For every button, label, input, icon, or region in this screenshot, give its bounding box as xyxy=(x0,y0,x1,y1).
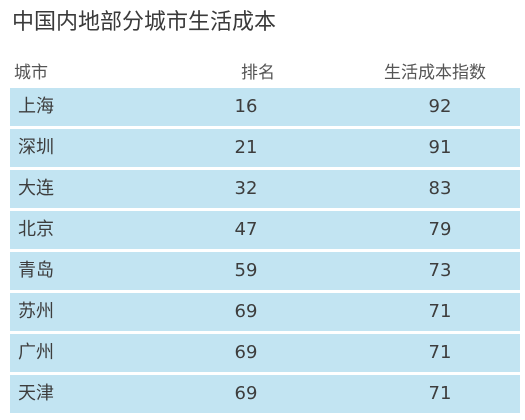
cell-rank: 69 xyxy=(234,383,258,404)
table-title: 中国内地部分城市生活成本 xyxy=(12,10,277,35)
table-row: 青岛 59 73 xyxy=(10,252,520,290)
cell-rank: 21 xyxy=(234,137,258,158)
cell-city: 北京 xyxy=(18,219,54,240)
cell-cost-index: 92 xyxy=(428,96,452,117)
cell-city: 上海 xyxy=(18,96,54,117)
cell-city: 青岛 xyxy=(18,260,54,281)
cell-city: 天津 xyxy=(18,383,54,404)
cell-cost-index: 71 xyxy=(428,301,452,322)
table-row: 深圳 21 91 xyxy=(10,129,520,167)
cell-rank: 59 xyxy=(234,260,258,281)
cell-cost-index: 79 xyxy=(428,219,452,240)
cell-rank: 69 xyxy=(234,301,258,322)
table-body: 上海 16 92 深圳 21 91 大连 32 83 北京 47 79 青岛 5… xyxy=(10,88,520,416)
table-header: 城市 排名 生活成本指数 xyxy=(10,52,520,84)
cell-rank: 32 xyxy=(234,178,258,199)
table-row: 广州 69 71 xyxy=(10,334,520,372)
column-header-rank: 排名 xyxy=(241,63,275,83)
cell-city: 广州 xyxy=(18,342,54,363)
cell-cost-index: 71 xyxy=(428,383,452,404)
cell-cost-index: 71 xyxy=(428,342,452,363)
table-row: 天津 69 71 xyxy=(10,375,520,413)
table-row: 大连 32 83 xyxy=(10,170,520,208)
column-header-cost-index: 生活成本指数 xyxy=(384,63,486,83)
cell-city: 苏州 xyxy=(18,301,54,322)
table-row: 苏州 69 71 xyxy=(10,293,520,331)
cell-city: 大连 xyxy=(18,178,54,199)
cell-cost-index: 91 xyxy=(428,137,452,158)
table-row: 上海 16 92 xyxy=(10,88,520,126)
cell-rank: 47 xyxy=(234,219,258,240)
cell-cost-index: 83 xyxy=(428,178,452,199)
cell-cost-index: 73 xyxy=(428,260,452,281)
table-row: 北京 47 79 xyxy=(10,211,520,249)
cell-city: 深圳 xyxy=(18,137,54,158)
column-header-city: 城市 xyxy=(14,63,48,83)
cell-rank: 69 xyxy=(234,342,258,363)
cell-rank: 16 xyxy=(234,96,258,117)
